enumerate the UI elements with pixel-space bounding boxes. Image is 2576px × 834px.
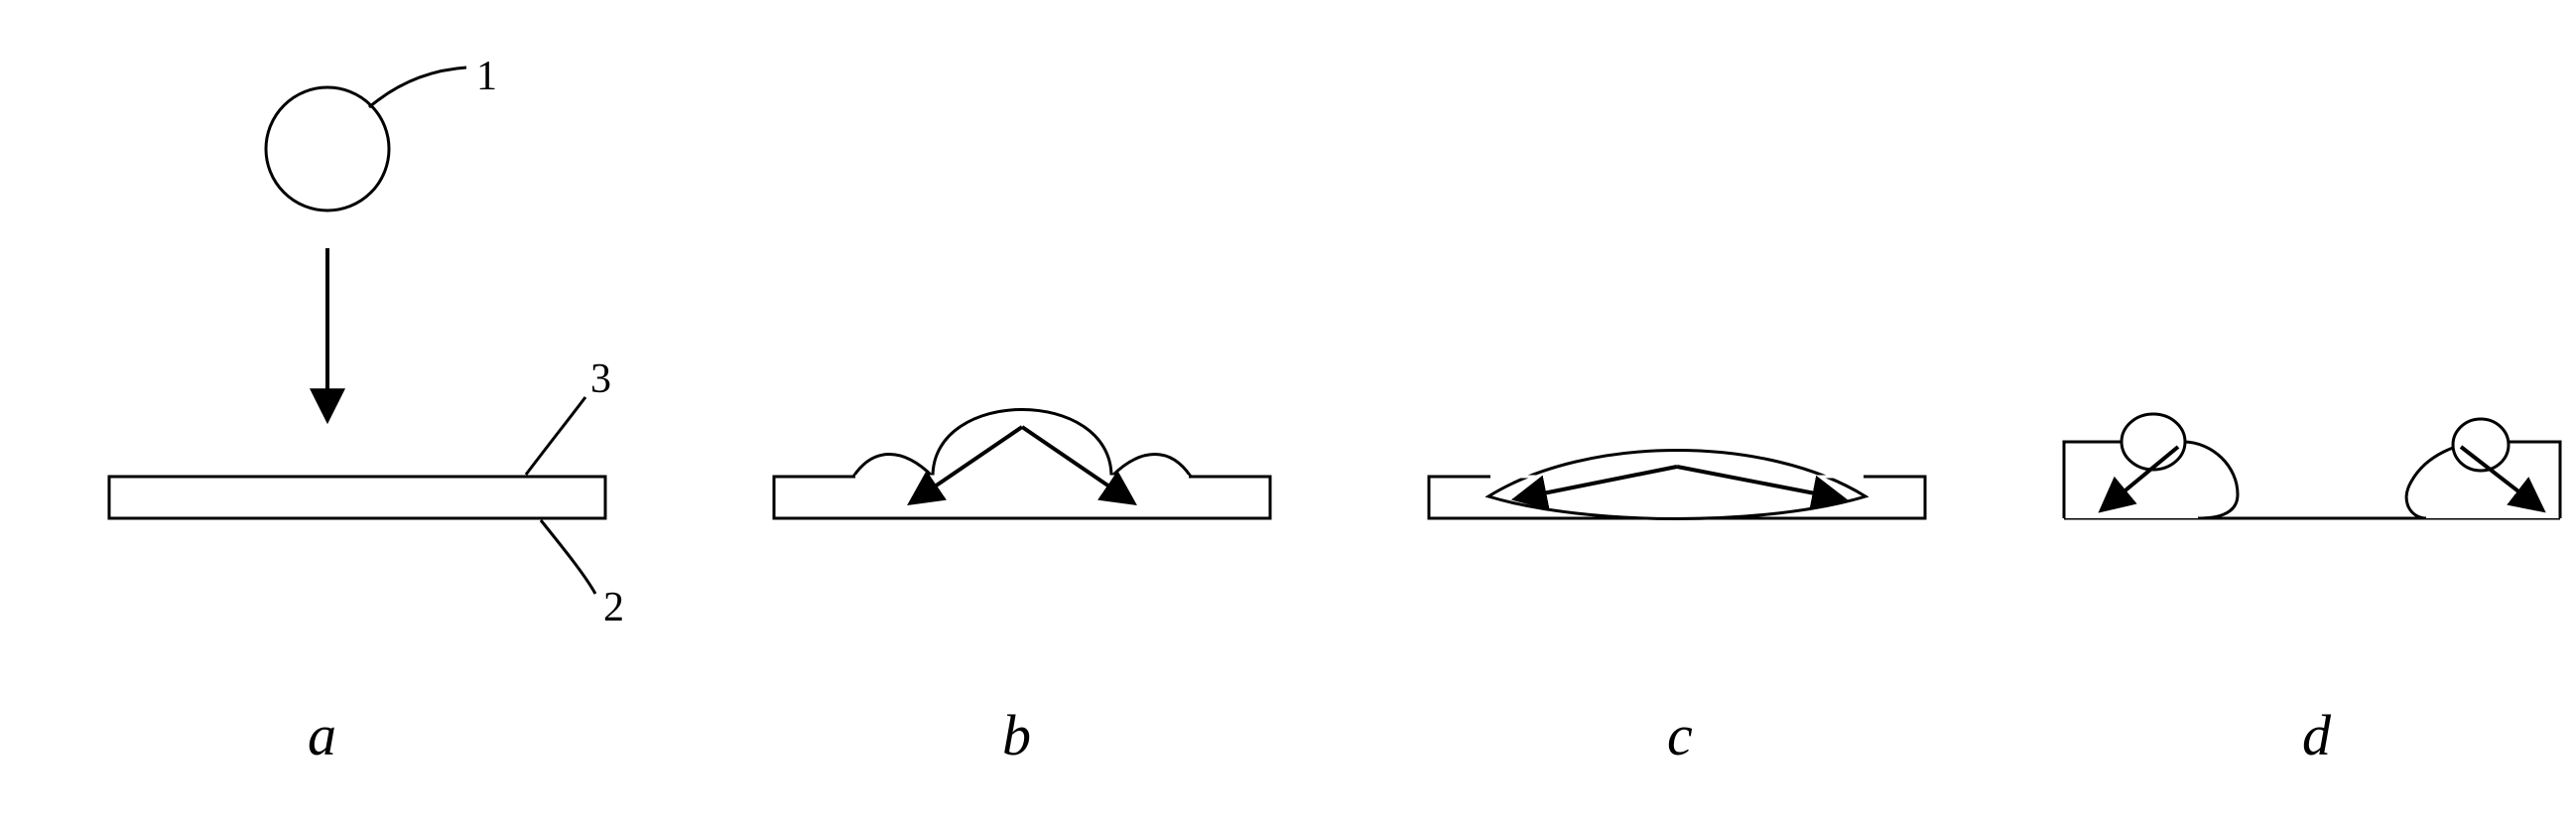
- callout-1: 1: [476, 54, 497, 99]
- panel-label-d: d: [2302, 703, 2332, 767]
- panel-c: c: [1429, 451, 1925, 768]
- leader-1: [369, 68, 466, 107]
- splash-drop-left: [2122, 414, 2185, 470]
- droplet-b-dome: [933, 410, 1111, 478]
- droplet-b-left-lobe: [853, 455, 933, 478]
- panel-label-a: a: [308, 703, 336, 767]
- panel-d: d: [2064, 414, 2560, 767]
- substrate-b: [774, 477, 1270, 518]
- droplet-c-lens: [1488, 451, 1866, 519]
- leader-2: [541, 520, 595, 594]
- substrate-a: [109, 477, 605, 518]
- panel-a: 1 3 2 a: [109, 54, 624, 767]
- leader-3: [526, 397, 585, 475]
- callout-2: 2: [603, 585, 624, 630]
- panel-b: b: [774, 410, 1270, 768]
- diagram-canvas: 1 3 2 a b: [0, 0, 2576, 834]
- panel-label-c: c: [1667, 703, 1693, 767]
- droplet-b-right-lobe: [1111, 455, 1191, 478]
- callout-3: 3: [590, 356, 611, 402]
- panel-label-b: b: [1002, 703, 1031, 767]
